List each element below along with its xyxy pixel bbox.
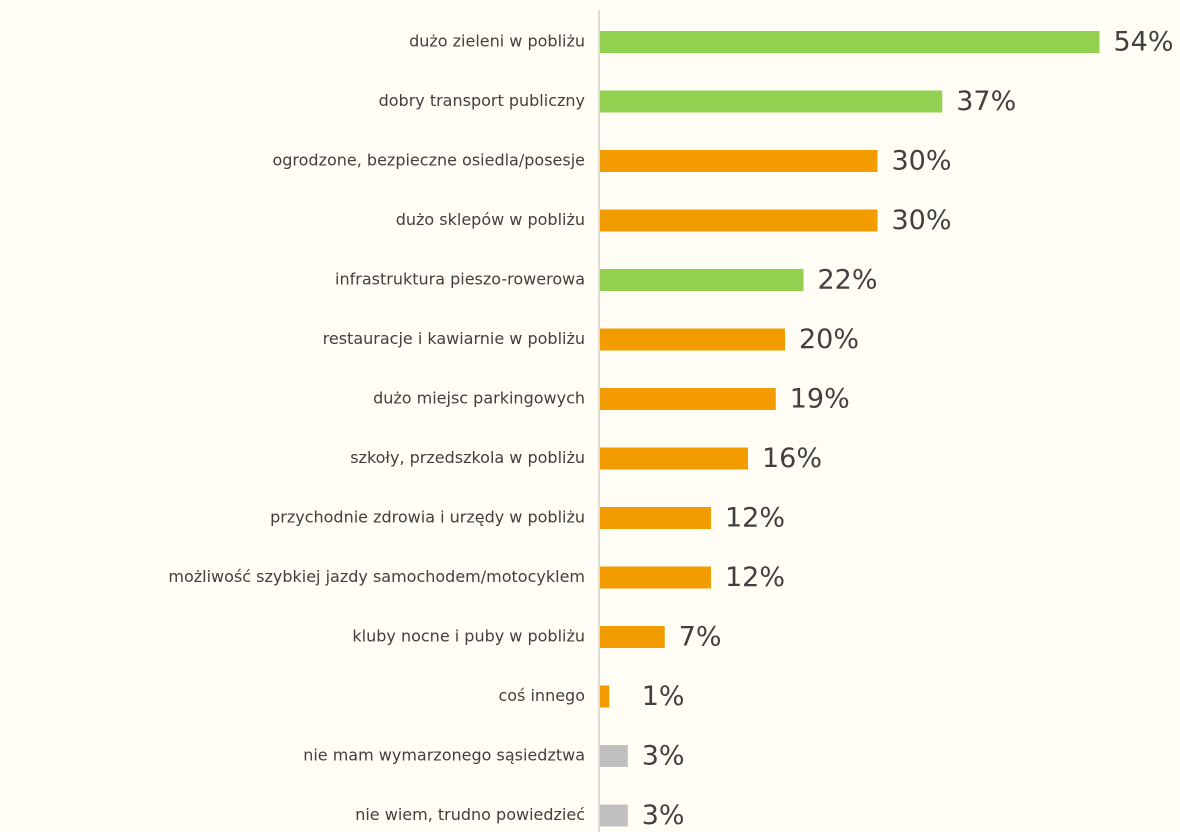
bar	[600, 566, 711, 589]
value-label: 1%	[642, 681, 685, 712]
value-label: 54%	[1114, 27, 1174, 58]
value-label: 19%	[790, 384, 850, 415]
bar	[600, 685, 610, 708]
category-label: restauracje i kawiarnie w pobliżu	[323, 329, 585, 348]
value-label: 12%	[725, 503, 785, 534]
category-label: coś innego	[498, 686, 585, 705]
bar	[600, 150, 878, 172]
bar	[600, 269, 804, 291]
category-label: możliwość szybkiej jazdy samochodem/moto…	[168, 567, 585, 586]
category-label: dużo miejsc parkingowych	[373, 389, 585, 408]
category-label: nie mam wymarzonego sąsiedztwa	[303, 746, 585, 765]
value-label: 22%	[818, 265, 878, 296]
value-label: 16%	[762, 443, 822, 474]
bar	[600, 507, 711, 529]
value-label: 7%	[679, 622, 722, 653]
bar	[600, 626, 665, 648]
category-label: ogrodzone, bezpieczne osiedla/posesje	[272, 151, 585, 170]
category-label: nie wiem, trudno powiedzieć	[355, 805, 585, 824]
category-label: dobry transport publiczny	[379, 91, 585, 110]
category-label: dużo sklepów w pobliżu	[396, 210, 585, 229]
bar	[600, 209, 878, 232]
value-label: 30%	[892, 146, 952, 177]
bar	[600, 388, 776, 410]
bar	[600, 90, 943, 113]
bar	[600, 31, 1100, 53]
bar	[600, 804, 628, 827]
category-label: kluby nocne i puby w pobliżu	[352, 627, 585, 646]
value-label: 30%	[892, 205, 952, 236]
value-label: 3%	[642, 741, 685, 772]
category-label: przychodnie zdrowia i urzędy w pobliżu	[270, 508, 585, 527]
category-label: infrastruktura pieszo-rowerowa	[335, 270, 585, 289]
bar	[600, 447, 748, 470]
value-label: 37%	[956, 86, 1016, 117]
category-label: szkoły, przedszkola w pobliżu	[350, 448, 585, 467]
value-label: 3%	[642, 800, 685, 831]
bar	[600, 745, 628, 767]
category-label: dużo zieleni w pobliżu	[409, 32, 585, 51]
value-label: 20%	[799, 324, 859, 355]
bar	[600, 328, 785, 351]
value-label: 12%	[725, 562, 785, 593]
